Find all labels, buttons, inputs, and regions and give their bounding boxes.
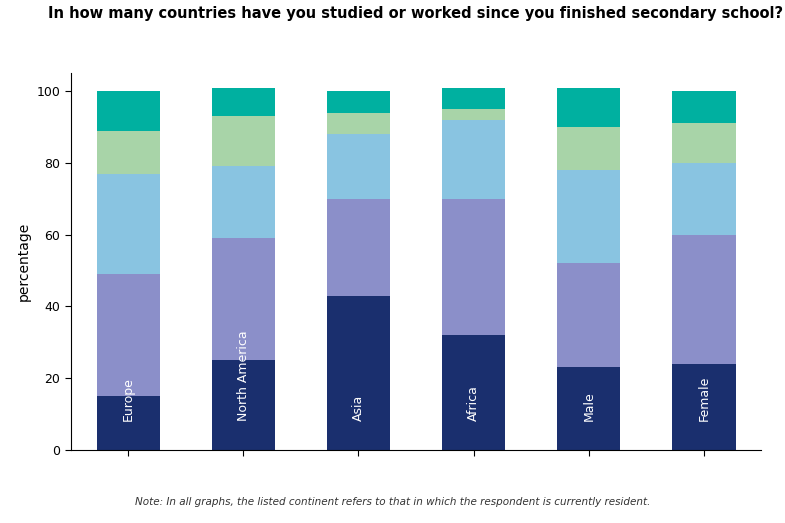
Text: INTERNATIONAL MOBILITY: INTERNATIONAL MOBILITY <box>433 21 761 41</box>
Bar <box>442 335 506 450</box>
Bar <box>442 87 506 109</box>
Bar <box>557 367 620 450</box>
Bar <box>557 263 620 367</box>
Bar <box>557 87 620 127</box>
Bar <box>557 127 620 170</box>
Y-axis label: percentage: percentage <box>16 222 31 301</box>
Bar <box>672 235 736 363</box>
Bar <box>442 120 506 199</box>
Bar <box>327 295 390 450</box>
Text: Asia: Asia <box>352 395 365 421</box>
Bar <box>442 109 506 120</box>
Bar <box>442 199 506 335</box>
Bar <box>97 174 160 274</box>
Bar <box>327 112 390 134</box>
Text: Note: In all graphs, the listed continent refers to that in which the respondent: Note: In all graphs, the listed continen… <box>135 497 650 507</box>
Bar <box>212 360 275 450</box>
Text: Male: Male <box>582 391 595 421</box>
Bar <box>672 163 736 235</box>
Bar <box>212 166 275 238</box>
Title: In how many countries have you studied or worked since you finished secondary sc: In how many countries have you studied o… <box>49 6 783 21</box>
Bar <box>672 363 736 450</box>
Bar <box>212 238 275 360</box>
Text: Africa: Africa <box>467 385 480 421</box>
Bar <box>672 123 736 163</box>
Bar <box>212 116 275 166</box>
Text: North America: North America <box>237 331 250 421</box>
Bar <box>97 131 160 174</box>
Bar <box>97 274 160 396</box>
Bar <box>327 91 390 112</box>
Bar <box>327 199 390 295</box>
Bar <box>212 87 275 116</box>
Bar <box>557 170 620 263</box>
Text: Europe: Europe <box>122 377 135 421</box>
Text: Female: Female <box>697 376 710 421</box>
Bar <box>97 396 160 450</box>
Bar <box>327 134 390 199</box>
Bar <box>97 91 160 131</box>
Bar <box>672 91 736 123</box>
